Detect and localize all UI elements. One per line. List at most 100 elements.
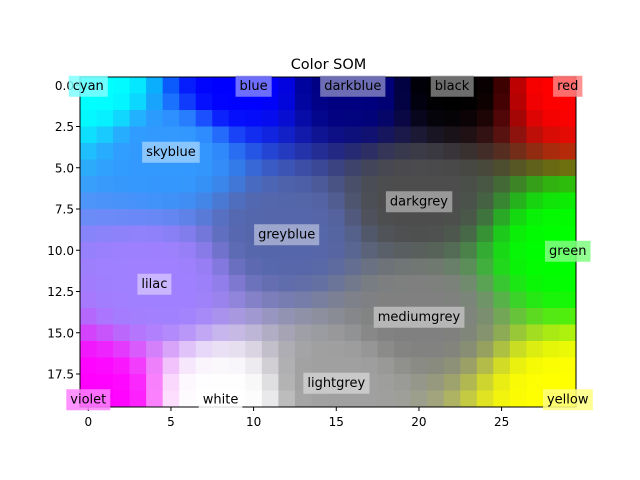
heatmap-cell <box>509 308 527 325</box>
heatmap-cell <box>476 126 494 144</box>
heatmap-cell <box>344 357 362 375</box>
heatmap-cell <box>410 324 428 342</box>
heatmap-cell <box>278 176 296 193</box>
y-tick-label: 7.5 <box>55 203 74 217</box>
heatmap-cell <box>344 176 362 193</box>
heatmap-cell <box>559 192 577 210</box>
heatmap-cell <box>278 77 296 94</box>
heatmap-cell <box>245 275 263 292</box>
heatmap-cell <box>493 374 511 391</box>
heatmap-cell <box>96 209 114 226</box>
heatmap-cell <box>410 209 428 226</box>
heatmap-cell <box>80 225 97 243</box>
heatmap-cell <box>212 93 230 111</box>
heatmap-cell <box>278 258 296 276</box>
heatmap-cell <box>361 176 378 193</box>
heatmap-cell <box>361 126 378 144</box>
heatmap-cell <box>195 291 213 309</box>
heatmap-cell <box>80 341 97 358</box>
heatmap-cell <box>261 324 279 342</box>
heatmap-cell <box>311 258 329 276</box>
heatmap-cell <box>509 357 527 375</box>
heatmap-cell <box>559 291 577 309</box>
heatmap-cell <box>96 143 114 160</box>
annotation-box <box>385 191 453 213</box>
heatmap-cell <box>80 192 97 210</box>
heatmap-cell <box>377 275 395 292</box>
annotation-box <box>142 141 200 163</box>
heatmap-cell <box>377 159 395 177</box>
heatmap-cell <box>245 110 263 127</box>
annotation-label: darkgrey <box>390 194 448 209</box>
heatmap-cell <box>493 159 511 177</box>
heatmap-cell <box>195 192 213 210</box>
heatmap-cell <box>344 110 362 127</box>
heatmap-cell <box>493 324 511 342</box>
heatmap-cell <box>361 324 378 342</box>
heatmap-cell <box>344 390 362 408</box>
heatmap-cell <box>476 143 494 160</box>
heatmap-cell <box>460 93 478 111</box>
heatmap-cell <box>443 324 461 342</box>
heatmap-cell <box>328 242 345 259</box>
heatmap-cell <box>394 275 412 292</box>
heatmap-cell <box>526 143 544 160</box>
y-tick-label: 10.0 <box>47 244 74 258</box>
heatmap-cell <box>212 143 230 160</box>
heatmap-cell <box>179 242 197 259</box>
heatmap-cell <box>113 209 130 226</box>
heatmap-cell <box>509 341 527 358</box>
heatmap-cell <box>377 324 395 342</box>
heatmap-cell <box>344 225 362 243</box>
heatmap-cell <box>460 110 478 127</box>
heatmap-cell <box>427 93 445 111</box>
annotation-skyblue: skyblue <box>142 141 200 163</box>
heatmap-cell <box>328 225 345 243</box>
heatmap-cell <box>394 225 412 243</box>
annotation-green: green <box>544 240 591 262</box>
heatmap-cell <box>509 77 527 94</box>
heatmap-cell <box>146 77 164 94</box>
heatmap-cell <box>179 291 197 309</box>
heatmap-cell <box>509 390 527 408</box>
heatmap-cell <box>542 192 560 210</box>
heatmap-cell <box>195 126 213 144</box>
heatmap-cell <box>278 242 296 259</box>
heatmap-cell <box>245 192 263 210</box>
heatmap-cell <box>493 242 511 259</box>
y-tick-label: 5.0 <box>55 161 74 175</box>
heatmap-cell <box>460 159 478 177</box>
heatmap-cell <box>278 275 296 292</box>
heatmap-cell <box>278 390 296 408</box>
heatmap-cell <box>443 258 461 276</box>
heatmap-cell <box>80 242 97 259</box>
heatmap-cell <box>476 324 494 342</box>
y-tick-label: 17.5 <box>47 368 74 382</box>
heatmap-cell <box>162 225 180 243</box>
heatmap-cell <box>443 110 461 127</box>
heatmap-cell <box>427 258 445 276</box>
heatmap-cell <box>228 341 246 358</box>
heatmap-cell <box>394 258 412 276</box>
heatmap-cell <box>344 242 362 259</box>
heatmap-cell <box>129 192 147 210</box>
heatmap-cell <box>476 242 494 259</box>
heatmap-cell <box>427 126 445 144</box>
heatmap-cell <box>162 308 180 325</box>
heatmap-cell <box>476 275 494 292</box>
heatmap-cell <box>212 291 230 309</box>
heatmap-cell <box>476 77 494 94</box>
heatmap-cell <box>294 357 312 375</box>
heatmap-cell <box>361 110 378 127</box>
heatmap-cell <box>146 225 164 243</box>
heatmap-cell <box>427 374 445 391</box>
heatmap-cell <box>195 275 213 292</box>
heatmap-cell <box>559 110 577 127</box>
heatmap-cell <box>476 390 494 408</box>
heatmap-cell <box>460 143 478 160</box>
heatmap-cell <box>228 93 246 111</box>
heatmap-cell <box>162 242 180 259</box>
heatmap-cell <box>460 357 478 375</box>
heatmap-cell <box>328 159 345 177</box>
heatmap-cell <box>377 258 395 276</box>
